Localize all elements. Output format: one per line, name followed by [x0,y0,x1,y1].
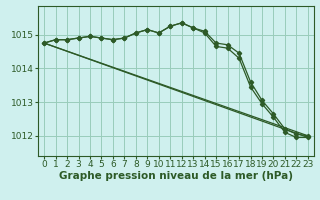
X-axis label: Graphe pression niveau de la mer (hPa): Graphe pression niveau de la mer (hPa) [59,171,293,181]
